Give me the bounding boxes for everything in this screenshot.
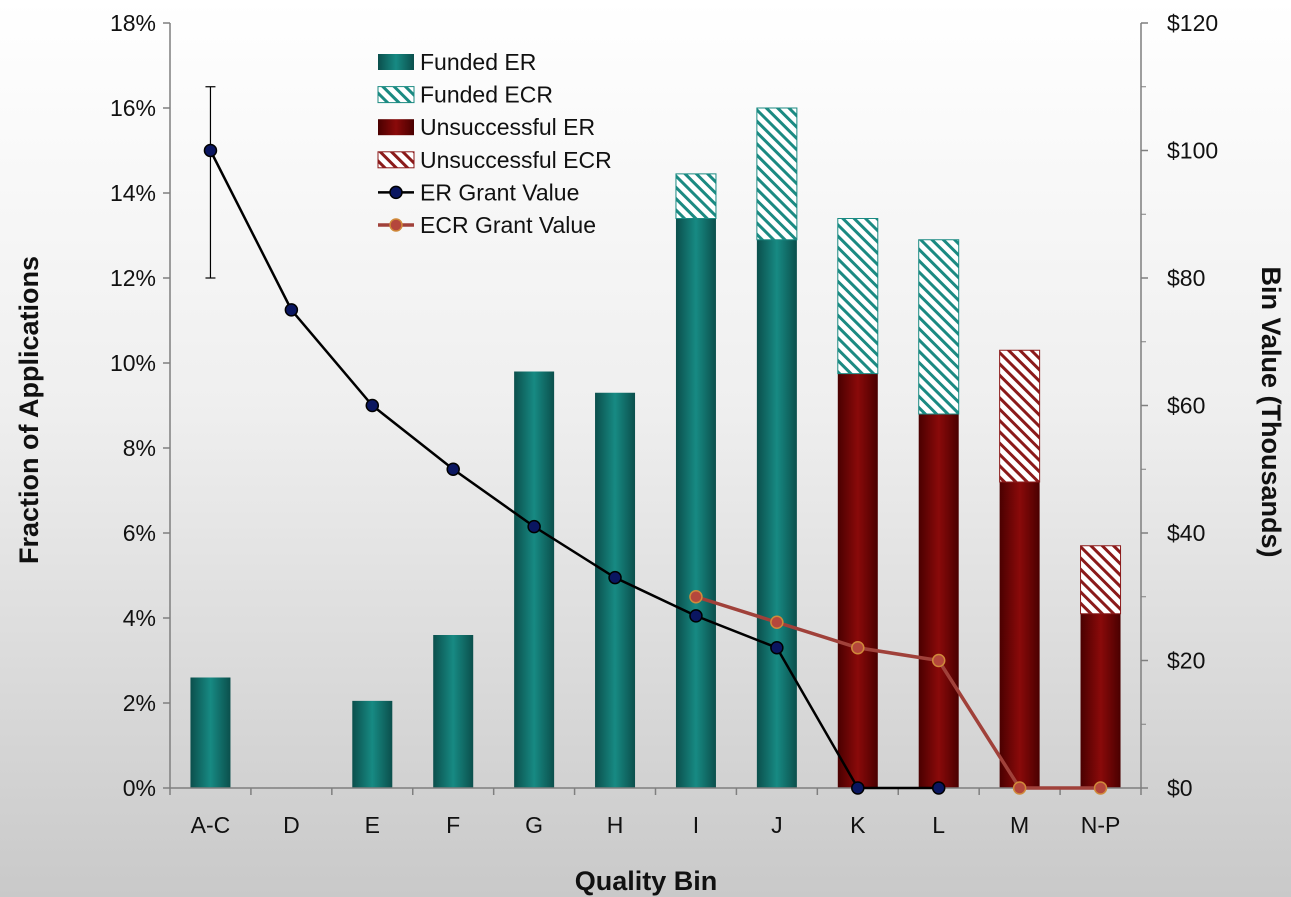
legend-label: Unsuccessful ECR [420, 147, 612, 173]
bar-funded-er-h [595, 392, 636, 788]
y-tick-label: 2% [123, 690, 156, 716]
bar-unsuccessful-er-l [918, 414, 959, 788]
bar-funded-er-a-c [190, 677, 231, 788]
x-tick-label: G [525, 812, 543, 838]
y-tick-label: 6% [123, 520, 156, 546]
y-tick-label: 12% [110, 265, 156, 291]
point-ecr-grant-value [931, 653, 946, 668]
point-er-grant-value [527, 519, 541, 534]
y2-tick-label: $0 [1167, 775, 1193, 801]
legend-label: Funded ER [420, 49, 536, 75]
x-tick-label: M [1010, 812, 1029, 838]
legend-swatch [377, 86, 415, 104]
bar-unsuccessful-er-k [837, 373, 878, 788]
bar-funded-ecr-j [756, 107, 798, 241]
point-er-grant-value [851, 781, 865, 795]
y2-tick-label: $60 [1167, 393, 1205, 419]
bar-unsuccessful-ecr-n-p [1080, 545, 1122, 615]
x-tick-label: L [932, 812, 945, 838]
x-tick-label: I [693, 812, 699, 838]
point-er-grant-value [284, 303, 299, 317]
x-tick-label: A-C [191, 812, 231, 838]
legend-label: Unsuccessful ER [420, 114, 595, 140]
y-axis-title: Fraction of Applications [14, 256, 44, 564]
y2-tick-label: $100 [1167, 138, 1218, 164]
y-tick-label: 8% [123, 435, 156, 461]
point-ecr-grant-value [1093, 781, 1108, 795]
line-ecr-grant-value [695, 595, 1101, 790]
bar-funded-ecr-l [918, 239, 960, 415]
lines-layer [203, 86, 1108, 795]
legend-label: ECR Grant Value [420, 212, 596, 238]
y2-tick-label: $120 [1167, 10, 1218, 36]
legend-marker [389, 218, 403, 232]
point-ecr-grant-value [770, 615, 784, 629]
legend-swatch [377, 151, 415, 169]
bar-funded-er-g [514, 371, 555, 788]
x-axis-title: Quality Bin [575, 866, 718, 896]
bar-funded-er-j [756, 239, 797, 788]
y-tick-label: 4% [123, 605, 156, 631]
point-er-grant-value [931, 781, 946, 795]
point-er-grant-value [203, 143, 218, 158]
point-er-grant-value [770, 641, 784, 655]
legend-swatch [378, 119, 414, 136]
y-tick-label: 16% [110, 95, 156, 121]
x-tick-label: K [850, 812, 866, 838]
y-tick-label: 18% [110, 10, 156, 36]
point-er-grant-value [365, 398, 380, 413]
bar-funded-er-i [675, 218, 716, 788]
legend-marker [389, 185, 403, 200]
bar-funded-ecr-k [837, 218, 879, 375]
bar-funded-er-f [433, 635, 474, 788]
bar-unsuccessful-er-m [999, 482, 1040, 788]
y-tick-label: 0% [123, 775, 156, 801]
bar-funded-ecr-i [675, 173, 717, 219]
x-tick-label: F [446, 812, 460, 838]
point-ecr-grant-value [1012, 781, 1027, 795]
bar-funded-er-e [352, 700, 393, 788]
point-er-grant-value [446, 462, 460, 476]
legend-label: ER Grant Value [420, 179, 579, 205]
bar-unsuccessful-ecr-m [999, 349, 1041, 483]
point-ecr-grant-value [689, 590, 703, 604]
x-tick-label: N-P [1081, 812, 1121, 838]
y-tick-label: 14% [110, 180, 156, 206]
y2-tick-label: $20 [1167, 648, 1205, 674]
legend: Funded ER Funded ECR Unsuccessful ER Unsucc… [377, 49, 612, 238]
legend-swatch [378, 54, 414, 70]
x-tick-label: H [607, 812, 624, 838]
y2-tick-label: $40 [1167, 520, 1205, 546]
x-tick-label: D [283, 812, 300, 838]
point-er-grant-value [608, 570, 622, 585]
y-tick-label: 10% [110, 350, 156, 376]
point-ecr-grant-value [851, 641, 865, 655]
y2-tick-label: $80 [1167, 265, 1205, 291]
legend-label: Funded ECR [420, 82, 553, 108]
bar-unsuccessful-er-n-p [1080, 613, 1121, 788]
axes-layer: 0% 2% 4% 6% 8% 10% 12% 14% 16% 18% $0 $20 $40 $60 $80 $… [110, 10, 1218, 838]
point-er-grant-value [689, 609, 703, 623]
y2-axis-title: Bin Value (Thousands) [1256, 266, 1286, 557]
x-tick-label: J [771, 812, 783, 838]
x-tick-label: E [365, 812, 380, 838]
bars-layer [190, 107, 1122, 788]
line-er-grant-value [209, 149, 939, 790]
